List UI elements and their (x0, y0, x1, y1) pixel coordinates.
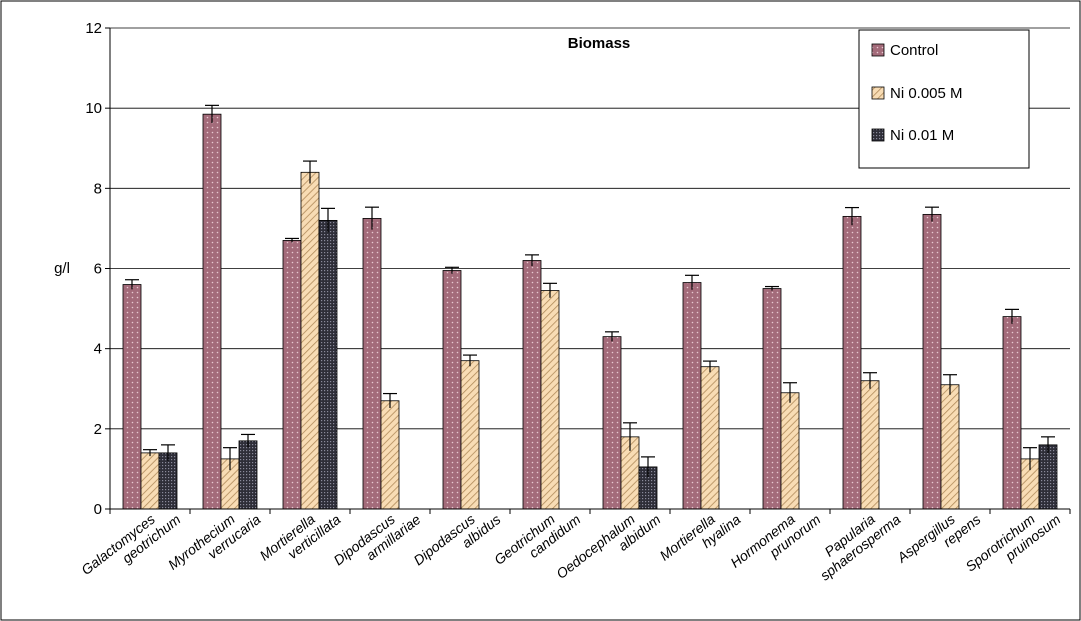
category-labels: GalactomycesgeotrichumMyrotheciumverruca… (78, 498, 1064, 594)
bar-ni-0-005-m-0 (140, 452, 160, 510)
y-tick-label: 10 (85, 100, 102, 117)
legend-label-ni-0005: Ni 0.005 M (890, 85, 963, 102)
bar-control-4 (442, 270, 462, 510)
legend-box (858, 29, 1030, 169)
legend-swatch-ni-0005 (871, 86, 885, 100)
bar-control-9 (842, 215, 862, 510)
bar-control-3 (362, 217, 382, 510)
bar-ni-0-01-m-0 (158, 452, 178, 510)
legend-label-control: Control (890, 42, 938, 59)
bar-control-2 (282, 240, 302, 510)
bar-control-6 (602, 336, 622, 510)
bar-ni-0-005-m-7 (700, 366, 720, 510)
legend: Control Ni 0.005 M Ni 0.01 M (858, 29, 1030, 169)
bar-ni-0-005-m-8 (780, 392, 800, 510)
y-tick-label: 2 (94, 421, 102, 438)
y-tick-label: 0 (94, 501, 102, 518)
bar-ni-0-01-m-1 (238, 440, 258, 510)
legend-label-ni-001: Ni 0.01 M (890, 127, 954, 144)
bars (122, 104, 1058, 510)
bar-control-5 (522, 260, 542, 510)
chart-title: Biomass (568, 35, 631, 52)
bar-control-7 (682, 282, 702, 510)
x-category-label: Sporotrichumpruinosum (962, 498, 1063, 587)
axes: 0 2 4 6 8 10 12 (85, 20, 1071, 518)
bar-ni-0-01-m-2 (318, 219, 338, 510)
y-tick-label: 12 (85, 20, 102, 37)
bar-ni-0-01-m-11 (1038, 444, 1058, 510)
y-tick-label: 8 (94, 180, 102, 197)
bar-ni-0-005-m-2 (300, 171, 320, 510)
x-category-label: Dipodascusarmillariae (330, 498, 423, 581)
bar-ni-0-005-m-9 (860, 380, 880, 510)
bar-control-11 (1002, 316, 1022, 510)
x-category-label: Dipodascusalbidus (410, 498, 503, 581)
bar-control-0 (122, 284, 142, 510)
y-tick-label: 4 (94, 341, 102, 358)
bar-ni-0-005-m-3 (380, 400, 400, 510)
x-category-label: Hormonemaprunorum (727, 498, 823, 583)
bar-ni-0-005-m-10 (940, 384, 960, 510)
y-axis-label: g/l (54, 260, 70, 277)
x-category-label: Oedocephalumalbidum (553, 498, 664, 594)
legend-swatch-control (871, 43, 885, 57)
bar-ni-0-005-m-5 (540, 290, 560, 510)
bar-control-8 (762, 288, 782, 510)
x-category-label: Myrotheciumverrucaria (165, 498, 264, 585)
bar-control-1 (202, 113, 222, 510)
x-category-label: Papulariasphaerosperma (807, 498, 904, 583)
bar-control-10 (922, 213, 942, 510)
bar-ni-0-005-m-4 (460, 360, 480, 510)
y-tick-label: 6 (94, 261, 102, 278)
legend-swatch-ni-001 (871, 128, 885, 142)
